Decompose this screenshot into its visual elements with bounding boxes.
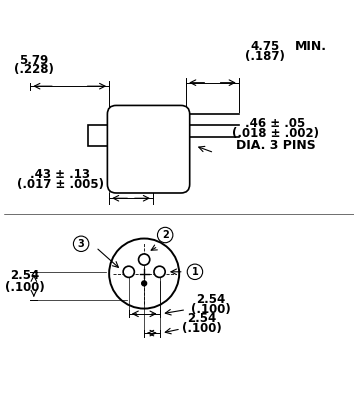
Bar bbox=[109, 109, 186, 190]
Circle shape bbox=[158, 227, 173, 243]
Text: (.017 ± .005): (.017 ± .005) bbox=[17, 178, 104, 190]
Circle shape bbox=[154, 266, 165, 278]
Text: (.100): (.100) bbox=[182, 322, 222, 335]
Circle shape bbox=[138, 254, 150, 265]
Text: 2: 2 bbox=[162, 230, 169, 240]
Circle shape bbox=[73, 236, 89, 252]
Text: (.100): (.100) bbox=[191, 302, 231, 316]
Text: (.100): (.100) bbox=[5, 280, 45, 294]
FancyBboxPatch shape bbox=[107, 106, 190, 193]
Text: .46 ± .05: .46 ± .05 bbox=[245, 117, 306, 130]
Circle shape bbox=[109, 238, 179, 308]
Text: 4.75: 4.75 bbox=[250, 40, 280, 53]
Text: 2.54: 2.54 bbox=[196, 293, 225, 306]
Circle shape bbox=[123, 266, 134, 278]
Text: 5.79: 5.79 bbox=[19, 54, 49, 67]
Text: 1: 1 bbox=[192, 267, 198, 277]
Bar bbox=[88, 125, 109, 146]
Text: (.187): (.187) bbox=[245, 50, 285, 63]
Text: .43 ± .13: .43 ± .13 bbox=[30, 168, 90, 181]
Text: 2.54: 2.54 bbox=[187, 312, 217, 325]
Text: 3: 3 bbox=[78, 239, 84, 249]
Text: MIN.: MIN. bbox=[295, 40, 327, 53]
Text: 2.54: 2.54 bbox=[10, 269, 40, 282]
Text: (.018 ± .002): (.018 ± .002) bbox=[232, 128, 319, 140]
Text: (.228): (.228) bbox=[14, 63, 54, 76]
Circle shape bbox=[142, 281, 147, 286]
Text: DIA. 3 PINS: DIA. 3 PINS bbox=[236, 139, 315, 152]
Circle shape bbox=[187, 264, 203, 280]
